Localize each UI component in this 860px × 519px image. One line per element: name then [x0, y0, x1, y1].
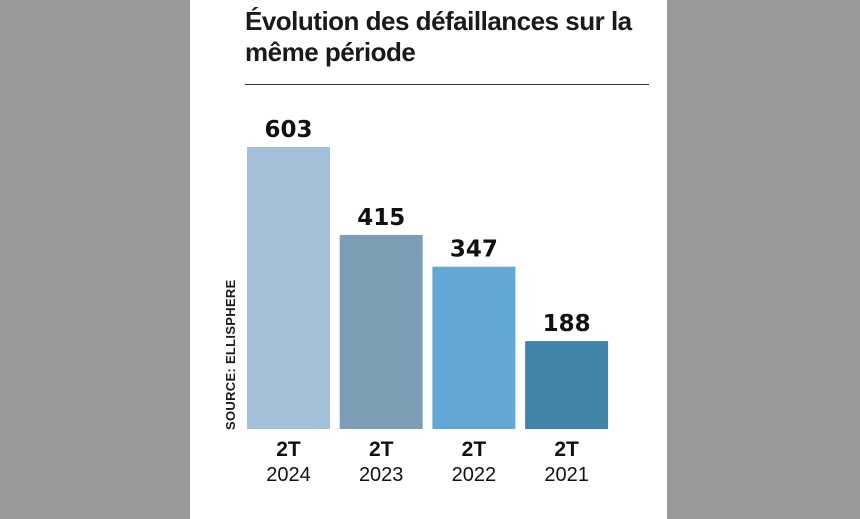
category-label-quarter: 2T	[276, 438, 301, 461]
value-label: 188	[543, 311, 591, 337]
bar-2t-2022	[432, 266, 516, 429]
bar-2t-2024	[247, 147, 330, 429]
value-label: 415	[357, 205, 405, 231]
category-label-quarter: 2T	[369, 438, 394, 461]
bar-2t-2021	[525, 341, 609, 429]
value-label: 603	[264, 117, 312, 143]
category-label-quarter: 2T	[554, 438, 579, 461]
bar-2t-2023	[339, 234, 423, 429]
title-divider	[245, 84, 649, 85]
category-label-year: 2022	[452, 464, 497, 486]
category-label-quarter: 2T	[462, 438, 487, 461]
category-label-year: 2024	[266, 464, 311, 486]
chart-title: Évolution des défaillances sur la même p…	[245, 6, 632, 67]
category-label-year: 2021	[544, 464, 589, 486]
category-label-year: 2023	[359, 464, 404, 486]
value-label: 347	[450, 237, 498, 263]
chart-panel: Évolution des défaillances sur la même p…	[190, 0, 667, 519]
bar-chart: 603 2T 2024 415 2T 2023 347 2T 2022 188 2T 2021	[247, 117, 609, 486]
